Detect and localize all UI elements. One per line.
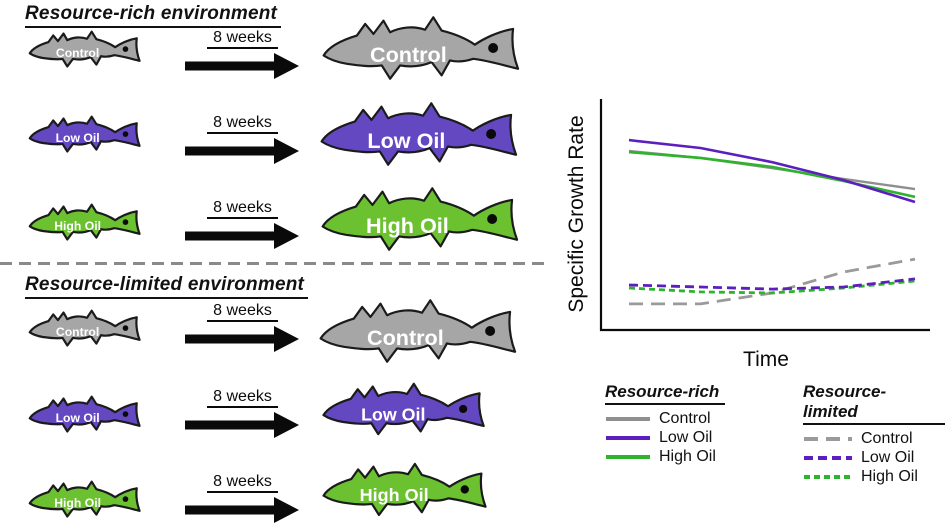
right-arrow-icon [185,223,299,249]
svg-text:Low Oil: Low Oil [367,128,445,153]
arrow-limited-lowoil: 8 weeks [185,389,300,439]
series-resource-limited-control [629,257,916,306]
legend-item-rich-highoil: High Oil [605,447,725,466]
svg-text:High Oil: High Oil [54,496,101,510]
tail-spot [459,404,468,414]
svg-text:High Oil: High Oil [360,485,429,505]
line-swatch-icon [606,435,650,440]
series-resource-limited-high-oil [628,279,916,295]
dashed-line-swatch-icon [804,474,852,479]
tail-spot [122,131,129,137]
svg-text:Control: Control [367,325,444,350]
line-swatch-icon [606,416,650,421]
tail-spot [460,485,469,494]
arrow-rich-highoil: 8 weeks [185,200,300,250]
legend-item-rich-lowoil: Low Oil [605,428,725,447]
right-arrow-icon [185,53,299,79]
y-axis-label: Specific Growth Rate [565,115,588,312]
series-resource-rich-high-oil [628,150,916,199]
fish-large-limited-control: Control [319,299,516,363]
limited-section-title: Resource-limited environment [25,274,309,299]
right-arrow-icon [185,138,299,164]
chart-series-lines [628,138,916,306]
x-axis-label: Time [743,348,789,371]
legend-item-limited-control: Control [803,429,945,448]
growth-rate-chart: Specific Growth Rate Time [565,99,930,371]
fish-large-rich-lowoil: Low Oil [320,102,517,166]
fish-small-rich-control: Control [29,31,141,67]
svg-text:High Oil: High Oil [366,213,449,238]
tail-spot [122,496,129,502]
legend-resource-limited: Resource-limited Control Low Oil High Oi… [803,382,945,486]
fish-small-limited-highoil: High Oil [29,481,141,517]
tail-spot [488,43,499,53]
svg-text:Low Oil: Low Oil [361,405,425,425]
dashed-line-swatch-icon [804,436,852,441]
rich-section-title: Resource-rich environment [25,3,282,28]
svg-text:High Oil: High Oil [54,219,101,233]
svg-text:Control: Control [56,325,99,339]
right-arrow-icon [185,412,299,438]
series-resource-limited-low-oil [628,277,916,291]
tail-spot [122,411,129,417]
svg-text:Low Oil: Low Oil [56,411,100,425]
fish-large-rich-highoil: High Oil [321,187,518,251]
legend-header-rich: Resource-rich [605,382,726,405]
svg-text:Low Oil: Low Oil [56,131,100,145]
tail-spot [487,214,498,224]
legend-header-limited: Resource-limited [803,382,945,425]
arrow-limited-control: 8 weeks [185,303,300,353]
tail-spot [122,219,129,225]
arrow-limited-highoil: 8 weeks [185,474,300,524]
line-swatch-icon [606,454,650,459]
svg-text:Control: Control [56,46,99,60]
tail-spot [485,326,496,336]
fish-medium-limited-highoil: High Oil [322,463,487,516]
section-divider [0,262,545,265]
right-arrow-icon [185,326,299,352]
legend-item-limited-lowoil: Low Oil [803,448,945,467]
legend-item-limited-highoil: High Oil [803,467,945,486]
tail-spot [122,46,129,52]
fish-medium-limited-lowoil: Low Oil [322,383,485,435]
fish-small-limited-control: Control [29,310,141,346]
fish-small-limited-lowoil: Low Oil [29,396,141,432]
arrow-rich-control: 8 weeks [185,30,300,80]
series-resource-rich-control [628,149,916,191]
fish-large-rich-control: Control [322,16,519,80]
svg-text:Control: Control [370,42,447,67]
dashed-line-swatch-icon [804,455,852,460]
fish-small-rich-highoil: High Oil [29,204,141,240]
tail-spot [122,325,129,331]
arrow-rich-lowoil: 8 weeks [185,115,300,165]
fish-small-rich-lowoil: Low Oil [29,116,141,152]
right-arrow-icon [185,497,299,523]
legend-item-rich-control: Control [605,409,725,428]
legend-resource-rich: Resource-rich Control Low Oil High Oil [605,382,726,466]
tail-spot [486,129,497,139]
series-resource-rich-low-oil [628,138,916,204]
chart-axes [599,99,930,332]
